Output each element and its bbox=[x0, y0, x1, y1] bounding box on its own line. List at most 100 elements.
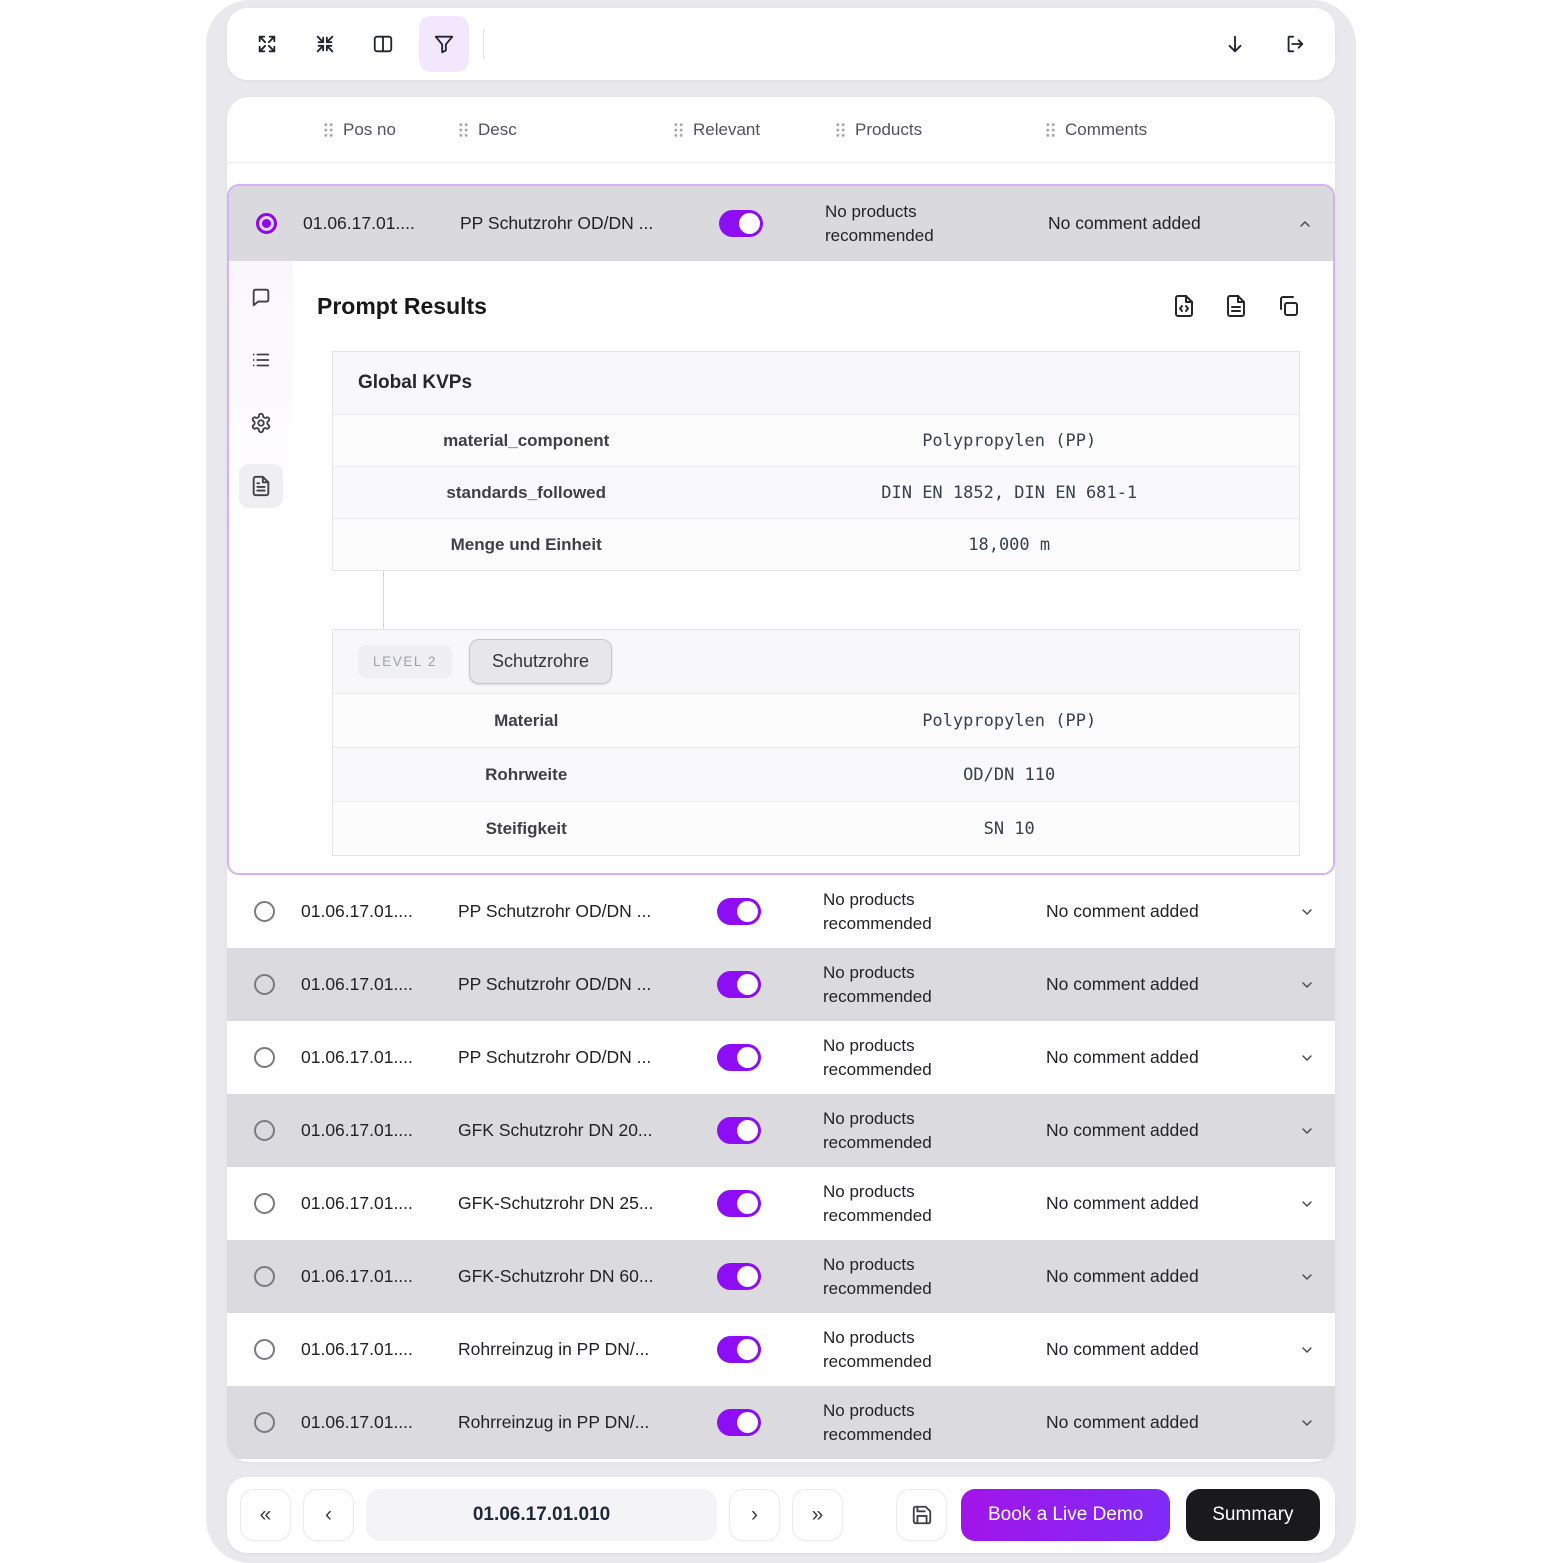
row-pos: 01.06.17.01.... bbox=[301, 1047, 413, 1067]
chevron-down-icon[interactable] bbox=[1299, 1415, 1335, 1431]
book-live-demo-button[interactable]: Book a Live Demo bbox=[961, 1489, 1171, 1541]
row-desc: PP Schutzrohr OD/DN ... bbox=[458, 901, 652, 921]
chevron-down-icon[interactable] bbox=[1299, 1050, 1335, 1066]
row-products: No products recommended bbox=[823, 1181, 932, 1225]
radio-unselected[interactable] bbox=[253, 1047, 275, 1068]
row-products: No products recommended bbox=[823, 962, 932, 1006]
row-desc: PP Schutzrohr OD/DN ... bbox=[458, 974, 652, 994]
relevant-toggle[interactable] bbox=[717, 1190, 761, 1217]
split-view-icon[interactable] bbox=[361, 22, 405, 66]
copy-icon[interactable] bbox=[1276, 294, 1300, 318]
position-number-field[interactable]: 01.06.17.01.010 bbox=[366, 1489, 717, 1541]
radio-selected[interactable] bbox=[255, 213, 277, 234]
chevron-down-icon[interactable] bbox=[1299, 1269, 1335, 1285]
next-page-button[interactable]: › bbox=[729, 1489, 780, 1541]
app-window: Pos no Desc Relevant Products Comments bbox=[206, 0, 1356, 1563]
list-icon[interactable] bbox=[239, 338, 283, 382]
radio-unselected[interactable] bbox=[253, 1412, 275, 1433]
table-row[interactable]: 01.06.17.01.... GFK Schutzrohr DN 20... … bbox=[227, 1094, 1335, 1167]
table-rows: 01.06.17.01.... PP Schutzrohr OD/DN ... … bbox=[227, 875, 1335, 1459]
download-icon[interactable] bbox=[1213, 22, 1257, 66]
row-desc: PP Schutzrohr OD/DN ... bbox=[458, 1047, 652, 1067]
header-comments[interactable]: Comments bbox=[1028, 120, 1258, 140]
comment-icon[interactable] bbox=[239, 275, 283, 319]
footer-bar: « ‹ 01.06.17.01.010 › » Book a Live Demo… bbox=[227, 1477, 1335, 1553]
row-desc: GFK Schutzrohr DN 20... bbox=[458, 1120, 653, 1140]
file-code-icon[interactable] bbox=[1172, 294, 1196, 318]
table-row[interactable]: 01.06.17.01.... Rohrreinzug in PP DN/...… bbox=[227, 1386, 1335, 1459]
header-products[interactable]: Products bbox=[805, 120, 1028, 140]
sign-out-icon[interactable] bbox=[1273, 22, 1317, 66]
positions-table: Pos no Desc Relevant Products Comments bbox=[227, 97, 1335, 1462]
expand-icon[interactable] bbox=[245, 22, 289, 66]
radio-unselected[interactable] bbox=[253, 1193, 275, 1214]
row-products: No products recommended bbox=[823, 889, 932, 933]
row-pos: 01.06.17.01.... bbox=[301, 901, 413, 921]
relevant-toggle[interactable] bbox=[717, 971, 761, 998]
summary-button[interactable]: Summary bbox=[1186, 1489, 1320, 1541]
header-label: Products bbox=[855, 119, 923, 139]
kvp-value: Polypropylen (PP) bbox=[922, 710, 1097, 731]
row-desc: Rohrreinzug in PP DN/... bbox=[458, 1412, 650, 1432]
relevant-toggle[interactable] bbox=[717, 1117, 761, 1144]
row-products: No products recommended bbox=[823, 1327, 932, 1371]
relevant-toggle[interactable] bbox=[717, 1263, 761, 1290]
panel-content: Prompt Results bbox=[293, 261, 1333, 873]
table-row[interactable]: 01.06.17.01.... PP Schutzrohr OD/DN ... … bbox=[227, 875, 1335, 948]
file-text-icon[interactable] bbox=[1224, 294, 1248, 318]
chevron-down-icon[interactable] bbox=[1299, 1196, 1335, 1212]
table-row[interactable]: 01.06.17.01.... PP Schutzrohr OD/DN ... … bbox=[227, 1021, 1335, 1094]
radio-unselected[interactable] bbox=[253, 1339, 275, 1360]
toolbar-divider bbox=[483, 29, 484, 59]
radio-unselected[interactable] bbox=[253, 1266, 275, 1287]
kvp-value: OD/DN 110 bbox=[963, 764, 1056, 785]
relevant-toggle[interactable] bbox=[719, 210, 763, 237]
prev-page-button[interactable]: ‹ bbox=[303, 1489, 354, 1541]
row-desc: GFK-Schutzrohr DN 60... bbox=[458, 1266, 654, 1286]
row-comments: No comment added bbox=[1046, 1120, 1199, 1140]
header-relevant[interactable]: Relevant bbox=[673, 120, 805, 140]
kvp-key: Menge und Einheit bbox=[450, 534, 602, 554]
relevant-toggle[interactable] bbox=[717, 1044, 761, 1071]
relevant-toggle[interactable] bbox=[717, 1336, 761, 1363]
collapse-icon[interactable] bbox=[303, 22, 347, 66]
settings-gear-icon[interactable] bbox=[239, 401, 283, 445]
row-desc: PP Schutzrohr OD/DN ... bbox=[460, 213, 654, 233]
chevron-down-icon[interactable] bbox=[1299, 1123, 1335, 1139]
row-pos: 01.06.17.01.... bbox=[301, 1266, 413, 1286]
level2-chip[interactable]: Schutzrohre bbox=[469, 639, 613, 684]
kvp-value: SN 10 bbox=[983, 818, 1035, 839]
row-comments: No comment added bbox=[1046, 1266, 1199, 1286]
global-kvps-table: Global KVPs material_component Polypropy… bbox=[332, 351, 1300, 571]
table-row[interactable]: 01.06.17.01.... GFK-Schutzrohr DN 25... … bbox=[227, 1167, 1335, 1240]
radio-unselected[interactable] bbox=[253, 901, 275, 922]
row-pos: 01.06.17.01.... bbox=[301, 1339, 413, 1359]
header-label: Comments bbox=[1065, 119, 1148, 139]
header-label: Pos no bbox=[343, 119, 396, 139]
row-pos: 01.06.17.01.... bbox=[301, 1193, 413, 1213]
row-desc: Rohrreinzug in PP DN/... bbox=[458, 1339, 650, 1359]
table-row[interactable]: 01.06.17.01.... Rohrreinzug in PP DN/...… bbox=[227, 1313, 1335, 1386]
relevant-toggle[interactable] bbox=[717, 1409, 761, 1436]
chevron-down-icon[interactable] bbox=[1299, 904, 1335, 920]
chevron-up-icon[interactable] bbox=[1297, 216, 1333, 232]
table-row-selected[interactable]: 01.06.17.01.... PP Schutzrohr OD/DN ... … bbox=[229, 186, 1333, 261]
document-icon[interactable] bbox=[239, 464, 283, 508]
relevant-toggle[interactable] bbox=[717, 898, 761, 925]
radio-unselected[interactable] bbox=[253, 974, 275, 995]
header-desc[interactable]: Desc bbox=[438, 120, 673, 140]
header-pos-no[interactable]: Pos no bbox=[301, 120, 438, 140]
chevron-down-icon[interactable] bbox=[1299, 977, 1335, 993]
radio-unselected[interactable] bbox=[253, 1120, 275, 1141]
row-products: No products recommended bbox=[823, 1400, 932, 1444]
first-page-button[interactable]: « bbox=[240, 1489, 291, 1541]
row-pos: 01.06.17.01.... bbox=[301, 974, 413, 994]
chevron-down-icon[interactable] bbox=[1299, 1342, 1335, 1358]
last-page-button[interactable]: » bbox=[792, 1489, 843, 1541]
filter-icon[interactable] bbox=[419, 16, 469, 72]
table-row[interactable]: 01.06.17.01.... GFK-Schutzrohr DN 60... … bbox=[227, 1240, 1335, 1313]
row-products: No products recommended bbox=[823, 1108, 932, 1152]
save-icon[interactable] bbox=[896, 1489, 947, 1541]
kvp-key: Steifigkeit bbox=[485, 818, 567, 838]
table-row[interactable]: 01.06.17.01.... PP Schutzrohr OD/DN ... … bbox=[227, 948, 1335, 1021]
